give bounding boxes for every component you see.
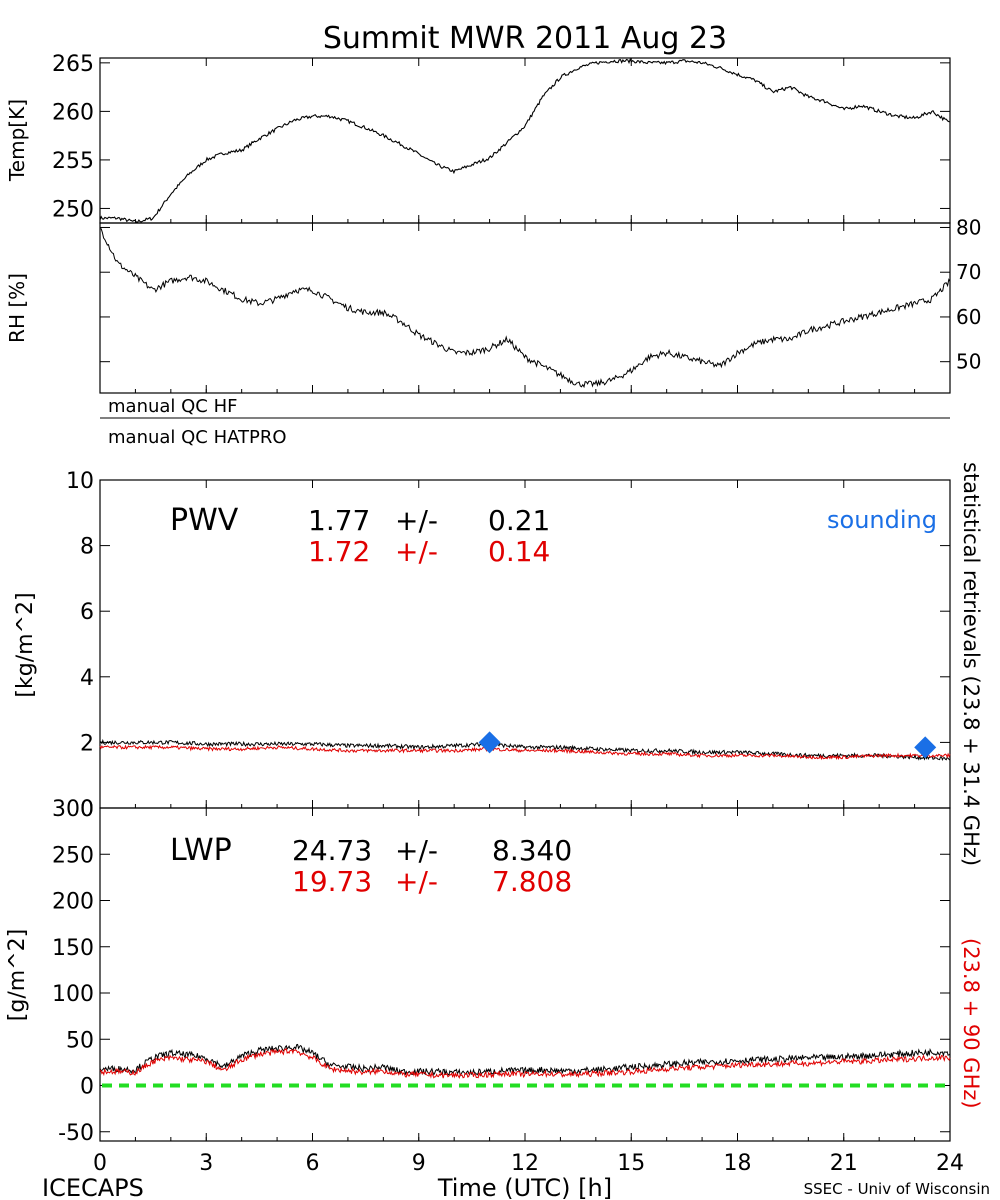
sounding-marker [914, 736, 937, 759]
sounding-legend: sounding [827, 506, 937, 534]
pwv-series [99, 731, 951, 761]
x-tick-label: 21 [830, 1151, 858, 1176]
lwp-stat-black-mean: 24.73 [292, 834, 372, 867]
y-tick-label: -50 [58, 1121, 94, 1146]
footer-left: ICECAPS [42, 1174, 144, 1200]
temperature-series [99, 57, 951, 223]
y-tick-label: 6 [80, 600, 94, 625]
x-tick-label: 24 [936, 1151, 964, 1176]
x-tick-label: 15 [617, 1151, 645, 1176]
y-tick-label: 260 [52, 100, 94, 125]
chart-title: Summit MWR 2011 Aug 23 [323, 21, 727, 56]
pwv-stat-red-sd: 0.14 [488, 535, 550, 568]
x-tick-label: 12 [511, 1151, 539, 1176]
y-tick-label: 2 [80, 731, 94, 756]
pwv-axis-label: [kg/m^2] [13, 592, 38, 697]
pwv-red-line [99, 744, 951, 761]
pwv-stat-black-mean: 1.77 [308, 504, 370, 537]
qc-hf-label: manual QC HF [108, 396, 237, 417]
y-tick-label: 150 [52, 936, 94, 961]
rh-panel-frame [99, 222, 951, 394]
x-tick-label: 0 [93, 1151, 107, 1176]
lwp-panel-label: LWP [170, 833, 232, 868]
lwp-axis-label: [g/m^2] [5, 929, 30, 1021]
rh-line [99, 228, 951, 389]
lwp-stat-red-sd: 7.808 [492, 865, 572, 898]
lwp-stat-black-pm: +/- [395, 834, 438, 867]
y-tick-label: 265 [52, 52, 94, 77]
pwv-black-line [99, 738, 951, 761]
y-tick-label: 0 [80, 1075, 94, 1100]
y-tick-label: 50 [66, 1028, 94, 1053]
y-tick-label: 0 [80, 797, 94, 822]
temperature-panel-frame [99, 57, 951, 224]
rh-axis-label: RH [%] [5, 273, 29, 343]
lwp-series [99, 1043, 951, 1088]
temperature-axis-label: Temp[K] [5, 99, 29, 182]
x-tick-label: 9 [412, 1151, 426, 1176]
footer-right: SSEC - Univ of Wisconsin [804, 1180, 990, 1198]
y-tick-label: 60 [956, 305, 981, 329]
rh-series [99, 228, 951, 389]
x-tick-label: 6 [306, 1151, 320, 1176]
right-label-red: (23.8 + 90 GHz) [959, 938, 983, 1109]
lwp-red-line [99, 1047, 951, 1079]
pwv-stat-black-sd: 0.21 [488, 504, 550, 537]
y-tick-label: 50 [956, 350, 981, 374]
pwv-panel-label: PWV [170, 503, 239, 538]
pwv-stat-red-pm: +/- [395, 535, 438, 568]
y-tick-label: 10 [66, 469, 94, 494]
lwp-black-line [99, 1043, 951, 1078]
y-tick-label: 255 [52, 149, 94, 174]
y-tick-label: 250 [52, 197, 94, 222]
y-tick-label: 200 [52, 890, 94, 915]
temperature-line [99, 57, 951, 223]
lwp-stat-red-mean: 19.73 [292, 865, 372, 898]
y-tick-label: 4 [80, 666, 94, 691]
right-label-black: statistical retrievals (23.8 + 31.4 GHz) [959, 462, 983, 866]
y-tick-label: 80 [956, 215, 981, 239]
y-tick-label: 250 [52, 843, 94, 868]
y-tick-label: 8 [80, 535, 94, 560]
lwp-stat-red-pm: +/- [395, 865, 438, 898]
sounding-marker [478, 731, 501, 754]
x-axis-label: Time (UTC) [h] [437, 1174, 612, 1200]
lwp-stat-black-sd: 8.340 [492, 834, 572, 867]
axis-ticks: 0 3 6 9 12 15 18 21 2425025526026550607080024681… [52, 52, 981, 1176]
pwv-stat-black-pm: +/- [395, 504, 438, 537]
y-tick-label: 70 [956, 260, 981, 284]
x-tick-label: 3 [199, 1151, 213, 1176]
y-tick-label: 300 [52, 797, 94, 822]
y-tick-label: 100 [52, 982, 94, 1007]
x-tick-label: 18 [724, 1151, 752, 1176]
qc-hatpro-label: manual QC HATPRO [108, 427, 287, 448]
pwv-stat-red-mean: 1.72 [308, 535, 370, 568]
